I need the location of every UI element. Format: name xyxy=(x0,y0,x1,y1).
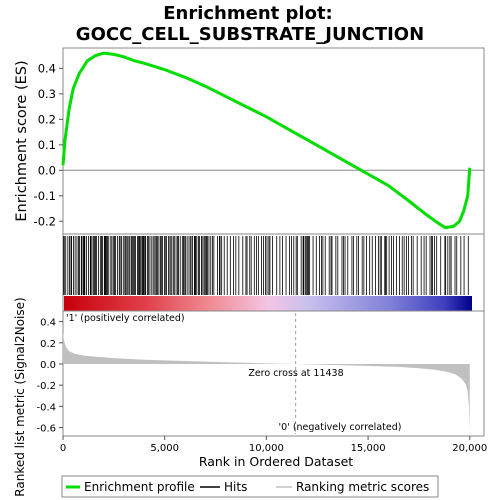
es-y-tick-label: 0.0 xyxy=(38,163,56,177)
x-tick-label: 0 xyxy=(60,443,66,454)
legend-label-enrichment-profile: Enrichment profile xyxy=(84,480,195,494)
x-axis-ticks: 0 5,000 10,000 15,000 20,000 xyxy=(60,436,487,454)
es-y-axis-label: Enrichment score (ES) xyxy=(14,60,30,221)
negative-correlated-label: '0' (negatively correlated) xyxy=(279,422,402,433)
x-axis-label: Rank in Ordered Dataset xyxy=(199,454,353,469)
metric-y-ticks: -0.6 -0.4 -0.2 0.0 0.2 0.4 xyxy=(36,318,63,435)
es-y-tick-label: 0.3 xyxy=(38,87,56,101)
metric-y-tick-label: -0.4 xyxy=(36,402,56,413)
positive-correlated-label: '1' (positively correlated) xyxy=(66,313,185,324)
metric-y-tick-label: 0.4 xyxy=(40,318,56,329)
metric-panel: -0.6 -0.4 -0.2 0.0 0.2 0.4 '1' (positively co… xyxy=(13,297,487,496)
zero-cross-label: Zero cross at 11438 xyxy=(248,368,343,379)
legend-label-ranking-metric: Ranking metric scores xyxy=(296,480,429,494)
metric-y-tick-label: -0.6 xyxy=(36,424,56,435)
x-tick-label: 10,000 xyxy=(249,443,284,454)
legend: Enrichment profile Hits Ranking metric s… xyxy=(61,475,439,498)
chart-title-line1: Enrichment plot: xyxy=(163,3,333,24)
es-panel: -0.2 -0.1 0.0 0.1 0.2 0.3 0.4 Enrichment score… xyxy=(14,47,485,235)
es-y-tick-label: 0.2 xyxy=(38,112,56,126)
es-profile-line xyxy=(61,51,472,230)
ranking-color-bar xyxy=(64,296,472,311)
metric-y-tick-label: 0.2 xyxy=(40,339,56,350)
x-tick-label: 15,000 xyxy=(351,443,386,454)
metric-y-tick-label: -0.2 xyxy=(36,381,56,392)
es-y-ticks: -0.2 -0.1 0.0 0.1 0.2 0.3 0.4 xyxy=(34,61,63,228)
es-y-tick-label: -0.2 xyxy=(34,214,56,228)
metric-y-axis-label: Ranked list metric (Signal2Noise) xyxy=(13,297,27,496)
x-tick-label: 5,000 xyxy=(150,443,179,454)
x-tick-label: 20,000 xyxy=(452,443,487,454)
metric-panel-frame xyxy=(62,310,485,437)
metric-y-tick-label: 0.0 xyxy=(40,360,56,371)
es-y-tick-label: 0.4 xyxy=(38,61,56,75)
es-y-tick-label: 0.1 xyxy=(38,138,56,152)
es-panel-frame xyxy=(62,47,485,235)
legend-frame xyxy=(61,475,439,498)
hit-lines xyxy=(62,236,469,295)
legend-label-hits: Hits xyxy=(224,480,247,494)
es-y-tick-label: -0.1 xyxy=(34,189,56,203)
hits-panel xyxy=(62,233,485,312)
chart-title-line2: GOCC_CELL_SUBSTRATE_JUNCTION xyxy=(76,24,424,45)
